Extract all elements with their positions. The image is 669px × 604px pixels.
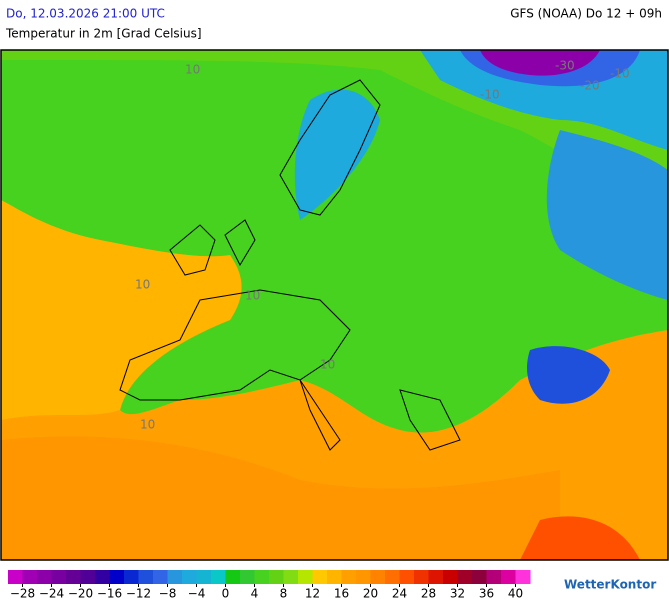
legend-swatch [167,570,183,584]
legend-tick-label: 20 [363,587,378,601]
legend-tick-label: −28 [10,587,35,601]
legend-swatch [66,570,81,584]
legend-swatch [153,570,168,584]
legend-swatch [486,570,502,584]
legend-swatch [472,570,487,584]
contour-label: 10 [320,358,335,372]
contour-label: -10 [610,67,630,81]
legend-swatch [443,570,458,584]
legend-tick-label: 36 [479,587,494,601]
coldest-zone [480,50,600,76]
legend-tick-label: 24 [392,587,407,601]
atlantic-warm-zone [1,200,242,420]
datetime: Do, 12.03.2026 21:00 UTC [6,7,165,21]
legend-swatch [269,570,284,584]
subtitle: Temperatur in 2m [Grad Celsius] [5,27,202,41]
africa-warm-zone [1,436,560,560]
legend-tick-label: 16 [334,587,349,601]
legend-swatch [312,570,328,584]
legend-swatch [399,570,415,584]
contour-label: 10 [245,289,260,303]
legend-swatch [327,570,342,584]
legend-swatch [80,570,96,584]
legend-tick-label: 32 [450,587,465,601]
legend-swatch [8,570,23,584]
legend-swatch [225,570,241,584]
legend-tick-label: −20 [68,587,93,601]
legend-swatch [138,570,154,584]
model-run: GFS (NOAA) Do 12 + 09h [510,7,662,21]
legend-swatch [254,570,270,584]
legend-tick-label: 0 [222,587,230,601]
legend-tick-label: −16 [97,587,122,601]
legend-swatch [385,570,400,584]
legend-swatch [37,570,52,584]
legend-tick-label: 28 [421,587,436,601]
legend-swatch [51,570,67,584]
legend-swatch [414,570,429,584]
legend-swatch [22,570,38,584]
green-zone [1,50,668,433]
legend-swatch [283,570,299,584]
contour-label: -10 [480,88,500,102]
legend-swatch [501,570,516,584]
hot-zone [520,516,640,560]
turkey-cold-zone [527,346,610,404]
legend-tick-label: 40 [508,587,523,601]
coastlines [119,79,461,451]
legend-swatch [428,570,444,584]
map-frame [0,49,669,561]
legend-tick-label: 12 [305,587,320,601]
map [0,49,669,561]
contour-label: 10 [135,278,150,292]
contour-label: -20 [580,79,600,93]
legend-swatch [95,570,110,584]
legend-tick-label: −12 [126,587,151,601]
logo: WetterKontor [564,578,656,592]
legend-swatch [124,570,139,584]
legend-tick-label: −24 [39,587,64,601]
legend-tick-label: 8 [280,587,288,601]
scandinavia-zone [294,89,380,220]
legend-tick-label: −8 [159,587,177,601]
legend-tick-label: −4 [188,587,206,601]
contour-label: 10 [185,63,200,77]
legend-swatch [109,570,125,584]
legend-swatch [457,570,473,584]
legend-swatch [370,570,386,584]
legend-swatch [298,570,313,584]
legend-swatch [341,570,357,584]
east-cold-zone [546,130,668,300]
contour-label: -30 [555,59,575,73]
legend-swatch [240,570,255,584]
contour-label: 10 [140,418,155,432]
legend-swatch [211,570,226,584]
legend-swatch [196,570,212,584]
legend-swatch [515,570,531,584]
legend-swatch [356,570,371,584]
legend-swatch [182,570,197,584]
legend-tick-label: 4 [251,587,259,601]
